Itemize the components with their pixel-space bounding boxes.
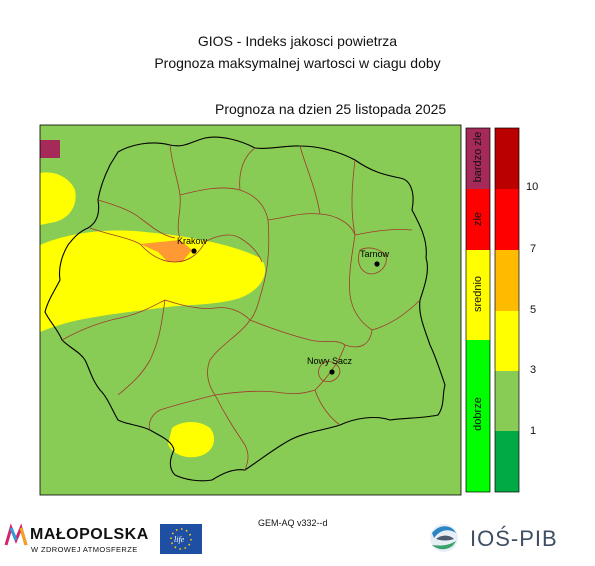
scale-step-2 <box>495 371 519 431</box>
district-borders <box>61 144 421 471</box>
moderate-zone-south <box>168 422 215 458</box>
map-title-line2: Prognoza maksymalnej wartosci w ciagu do… <box>154 55 441 71</box>
city-nowy-sacz: Nowy Sacz <box>307 356 353 375</box>
city-nowy-sacz-marker <box>329 369 335 375</box>
eu-logo-text: life <box>174 535 185 544</box>
city-krakow-marker <box>191 248 197 254</box>
legend-cat-good <box>466 340 490 492</box>
scale-legend <box>494 127 520 493</box>
scale-tick-5: 5 <box>530 304 537 316</box>
scale-tick-10: 10 <box>526 181 539 193</box>
forecast-date: Prognoza na dzien 25 listopada 2025 <box>215 101 447 117</box>
city-tarnow: Tarnow <box>360 249 390 267</box>
scale-step-3 <box>495 311 519 371</box>
legend-label-bad: zle <box>472 211 484 227</box>
map-title-line1: GIOS - Indeks jakosci powietrza <box>197 33 398 49</box>
scale-tick-3: 3 <box>530 364 537 376</box>
legend-cat-frame <box>465 127 491 493</box>
moderate-zone-center <box>40 230 266 332</box>
malopolska-logo-icon <box>4 523 28 546</box>
scale-tick-7: 7 <box>530 243 537 255</box>
legend-cat-moderate <box>466 250 490 340</box>
legend-label-good: dobrze <box>472 397 484 431</box>
scale-step-4 <box>495 250 519 311</box>
very-bad-zone <box>40 140 60 158</box>
elevated-zone-krakow <box>140 240 192 262</box>
malopolska-logo-text: MAŁOPOLSKA <box>30 526 149 543</box>
model-version: GEM-AQ v332--d <box>258 518 328 528</box>
map-frame <box>39 124 462 496</box>
scale-frame <box>494 127 520 493</box>
legend-label-moderate: srednio <box>472 275 484 313</box>
city-tarnow-label: Tarnow <box>360 249 390 259</box>
scale-step-1 <box>495 431 519 492</box>
scale-step-5 <box>495 189 519 250</box>
malopolska-logo-subtitle: W ZDROWEJ ATMOSFERZE <box>31 545 138 554</box>
scale-tick-1: 1 <box>530 425 537 437</box>
ios-pib-logo-text: IOŚ-PIB <box>470 526 558 551</box>
moderate-zone-top-left <box>40 172 76 225</box>
legend-cat-very-bad <box>466 128 490 189</box>
legend-cat-bad <box>466 189 490 250</box>
category-legend <box>465 127 491 493</box>
legend-label-very-bad: bardzo zle <box>472 131 484 183</box>
city-nowy-sacz-label: Nowy Sacz <box>307 356 353 366</box>
city-krakow-label: Krakow <box>177 236 208 246</box>
city-krakow: Krakow <box>177 236 208 254</box>
scale-step-6 <box>495 128 519 189</box>
eu-flag-icon: life <box>160 524 202 554</box>
ios-pib-logo-icon <box>430 524 458 552</box>
city-tarnow-marker <box>374 261 380 267</box>
